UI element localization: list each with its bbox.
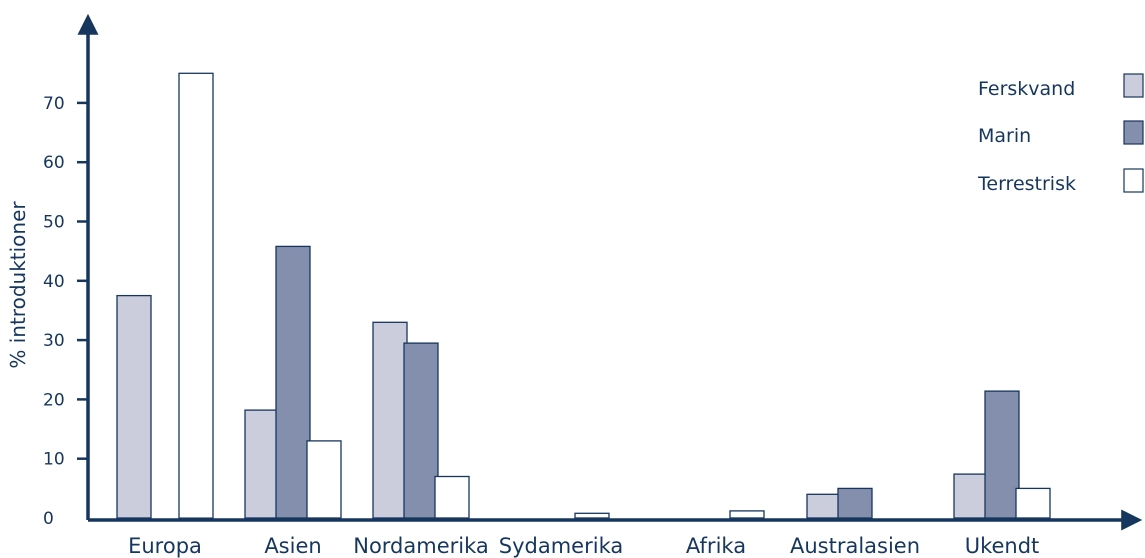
bar-sydamerika-terrestrisk [574, 512, 610, 519]
bar-asien-terrestrisk [306, 440, 342, 519]
y-ticks-layer: 0 10 20 30 40 50 60 70 [43, 94, 88, 529]
x-category-label: Ukendt [965, 534, 1040, 558]
bar-asien-marin [275, 245, 311, 519]
x-category-label: Asien [264, 534, 321, 558]
y-tick-label: 30 [43, 331, 65, 351]
y-tick-label: 70 [43, 94, 65, 114]
x-category-label: Sydamerika [499, 534, 623, 558]
legend-label-marin: Marin [978, 125, 1031, 147]
y-tick-label: 60 [43, 153, 65, 173]
bar-nordamerika-terrestrisk [434, 475, 470, 519]
bars-layer [116, 72, 1051, 519]
y-tick-label: 0 [43, 509, 54, 529]
legend: Ferskvand Marin Terrestrisk [977, 73, 1144, 195]
bar-ukendt-marin [984, 390, 1020, 519]
legend-label-terrestrisk: Terrestrisk [977, 173, 1076, 195]
legend-label-ferskvand: Ferskvand [978, 78, 1075, 100]
legend-swatch-marin [1123, 120, 1144, 145]
x-category-label: Afrika [686, 534, 746, 558]
x-category-label: Australasien [790, 534, 920, 558]
x-labels-layer: Europa Asien Nordamerika Sydamerika Afrika Au… [128, 534, 1039, 558]
bar-asien-ferskvand [244, 409, 280, 519]
y-tick-label: 10 [43, 450, 65, 470]
bar-ukendt-terrestrisk [1015, 487, 1051, 519]
bar-afrika-terrestrisk [729, 510, 765, 519]
bar-nordamerika-ferskvand [372, 321, 408, 519]
y-tick-label: 50 [43, 213, 65, 233]
legend-swatch-ferskvand [1123, 73, 1144, 98]
x-category-label: Europa [128, 534, 202, 558]
x-category-label: Nordamerika [353, 534, 489, 558]
legend-swatch-terrestrisk [1123, 168, 1144, 193]
y-tick-label: 20 [43, 390, 65, 410]
bar-europa-ferskvand [116, 294, 152, 519]
y-axis-title: % introduktioner [6, 201, 30, 369]
bar-europa-terrestrisk [178, 72, 214, 519]
y-tick-label: 40 [43, 272, 65, 292]
bar-australasien-ferskvand [806, 493, 842, 519]
bar-nordamerika-marin [403, 342, 439, 519]
bar-ukendt-ferskvand [953, 473, 989, 519]
bar-australasien-marin [837, 487, 873, 519]
